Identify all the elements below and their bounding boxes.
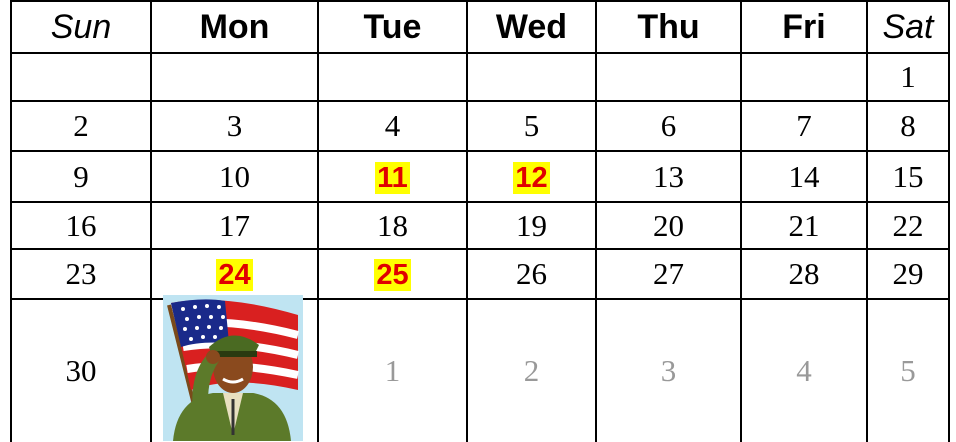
day-cell: 6 xyxy=(596,101,741,151)
day-cell: 1 xyxy=(867,53,949,101)
day-cell: 26 xyxy=(467,249,596,299)
day-cell: 2 xyxy=(11,101,151,151)
day-header: Sun xyxy=(11,1,151,53)
day-cell: 9 xyxy=(11,151,151,202)
day-cell: 4 xyxy=(318,101,467,151)
day-cell: 20 xyxy=(596,202,741,249)
day-cell: 7 xyxy=(741,101,867,151)
day-header: Fri xyxy=(741,1,867,53)
day-cell: 18 xyxy=(318,202,467,249)
day-cell: 3 xyxy=(151,101,318,151)
day-cell: 1 xyxy=(318,299,467,442)
day-cell xyxy=(741,53,867,101)
holiday-date: 11 xyxy=(375,162,410,194)
day-header: Tue xyxy=(318,1,467,53)
day-cell xyxy=(11,53,151,101)
soldier-clipart xyxy=(163,295,303,441)
day-cell xyxy=(318,53,467,101)
day-cell: 21 xyxy=(741,202,867,249)
day-cell xyxy=(467,53,596,101)
day-cell: 3 xyxy=(596,299,741,442)
day-cell: 19 xyxy=(467,202,596,249)
day-cell: 22 xyxy=(867,202,949,249)
day-cell: 15 xyxy=(867,151,949,202)
day-header: Mon xyxy=(151,1,318,53)
day-cell: 29 xyxy=(867,249,949,299)
day-cell xyxy=(151,53,318,101)
day-cell: 23 xyxy=(11,249,151,299)
day-cell: 28 xyxy=(741,249,867,299)
holiday-date: 25 xyxy=(374,259,410,291)
week-row: 1 xyxy=(11,53,949,101)
day-cell: 5 xyxy=(467,101,596,151)
day-header: Wed xyxy=(467,1,596,53)
day-cell: 11 xyxy=(318,151,467,202)
day-header: Sat xyxy=(867,1,949,53)
page: SunMonTueWedThuFriSat 123456789101112131… xyxy=(0,0,956,441)
day-cell: 5 xyxy=(867,299,949,442)
day-cell: 2 xyxy=(467,299,596,442)
day-cell: 24 xyxy=(151,249,318,299)
day-cell: 13 xyxy=(596,151,741,202)
day-cell: 14 xyxy=(741,151,867,202)
day-cell: 17 xyxy=(151,202,318,249)
day-header: Thu xyxy=(596,1,741,53)
holiday-date: 24 xyxy=(216,259,252,291)
day-cell: 30 xyxy=(11,299,151,442)
day-cell: 27 xyxy=(596,249,741,299)
day-cell: 25 xyxy=(318,249,467,299)
holiday-date: 12 xyxy=(513,162,549,194)
day-cell: 4 xyxy=(741,299,867,442)
day-cell: 12 xyxy=(467,151,596,202)
day-cell: 10 xyxy=(151,151,318,202)
day-cell: 8 xyxy=(867,101,949,151)
day-cell xyxy=(596,53,741,101)
day-cell: 16 xyxy=(11,202,151,249)
